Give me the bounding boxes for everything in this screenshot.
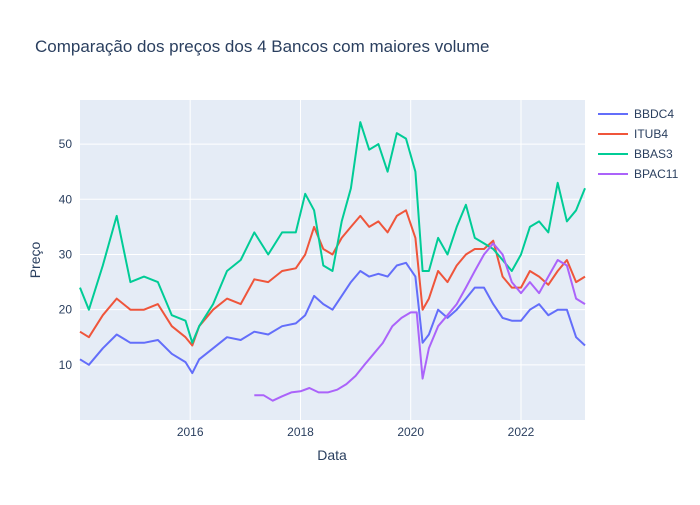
- series-line-bbas3: [79, 121, 586, 344]
- y-tick-label: 50: [59, 137, 73, 151]
- chart-title: Comparação dos preços dos 4 Bancos com m…: [35, 37, 490, 56]
- legend-item-bpac11[interactable]: BPAC11: [598, 167, 679, 181]
- series-line-bpac11: [254, 242, 586, 402]
- y-axis-label: Preço: [27, 242, 43, 279]
- legend-label: BBAS3: [634, 147, 673, 161]
- legend-label: BPAC11: [634, 167, 679, 181]
- y-tick-label: 30: [59, 247, 73, 261]
- legend-label: BBDC4: [634, 107, 674, 121]
- legend-item-bbdc4[interactable]: BBDC4: [598, 107, 674, 121]
- axis-ticks: 10 20 30 40 50 2016 2018 2020 2022: [59, 137, 535, 439]
- x-axis-label: Data: [317, 447, 347, 463]
- legend-item-itub4[interactable]: ITUB4: [598, 127, 668, 141]
- x-tick-label: 2016: [177, 425, 204, 439]
- x-tick-label: 2018: [287, 425, 314, 439]
- series-line-itub4: [79, 209, 586, 347]
- x-tick-label: 2020: [397, 425, 424, 439]
- series-lines: [79, 121, 586, 402]
- y-tick-label: 40: [59, 192, 73, 206]
- y-tick-label: 10: [59, 358, 73, 372]
- series-line-bbdc4: [79, 261, 586, 375]
- x-tick-label: 2022: [508, 425, 535, 439]
- plot-background: [80, 100, 585, 420]
- legend-item-bbas3[interactable]: BBAS3: [598, 147, 673, 161]
- y-tick-label: 20: [59, 303, 73, 317]
- legend[interactable]: BBDC4 ITUB4 BBAS3 BPAC11: [598, 107, 679, 181]
- legend-label: ITUB4: [634, 127, 668, 141]
